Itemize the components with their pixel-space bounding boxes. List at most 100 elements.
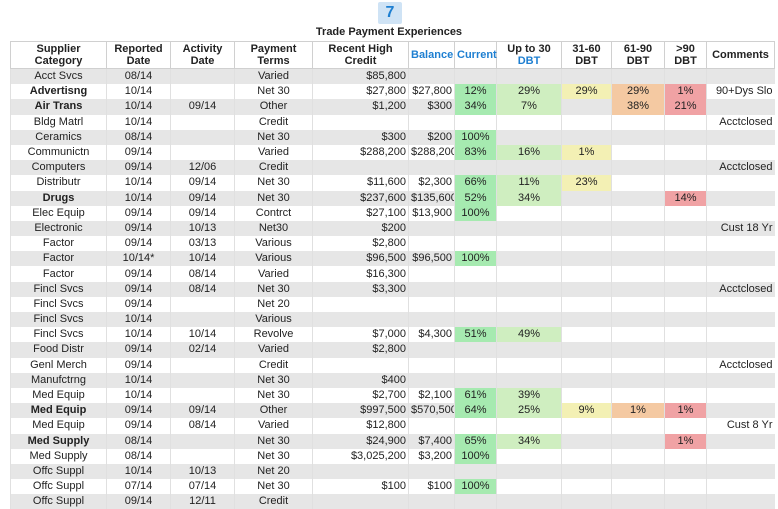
cell-comments xyxy=(707,145,775,160)
cell-current xyxy=(455,494,497,509)
header-payment-terms[interactable]: Payment Terms xyxy=(235,42,313,69)
cell-balance xyxy=(409,342,455,357)
header-recent-high-credit[interactable]: Recent High Credit xyxy=(313,42,409,69)
header-31-60-dbt[interactable]: 31-60 DBT xyxy=(562,42,612,69)
cell-31-60-dbt xyxy=(562,373,612,388)
cell-recent-high-credit xyxy=(313,494,409,509)
cell-up-to-30-dbt xyxy=(497,342,562,357)
cell-comments xyxy=(707,297,775,312)
cell-payment-terms: Net 30 xyxy=(235,449,313,464)
cell-payment-terms: Net 30 xyxy=(235,282,313,297)
cell-recent-high-credit: $2,700 xyxy=(313,388,409,403)
header-activity-date[interactable]: Activity Date xyxy=(171,42,235,69)
cell-over-90-dbt xyxy=(665,479,707,494)
header-balance[interactable]: Balance xyxy=(409,42,455,69)
cell-61-90-dbt: 38% xyxy=(612,99,665,114)
cell-31-60-dbt: 23% xyxy=(562,175,612,190)
cell-31-60-dbt xyxy=(562,479,612,494)
cell-payment-terms: Various xyxy=(235,312,313,327)
cell-61-90-dbt: 1% xyxy=(612,403,665,418)
cell-up-to-30-dbt xyxy=(497,464,562,479)
cell-31-60-dbt xyxy=(562,69,612,85)
cell-comments: Acctclosed xyxy=(707,160,775,175)
cell-61-90-dbt xyxy=(612,388,665,403)
cell-supplier-category: Electronic xyxy=(11,221,107,236)
cell-comments: Acctclosed xyxy=(707,282,775,297)
cell-reported-date: 07/14 xyxy=(107,479,171,494)
cell-balance: $7,400 xyxy=(409,434,455,449)
cell-payment-terms: Net 30 xyxy=(235,434,313,449)
header-current[interactable]: Current xyxy=(455,42,497,69)
cell-supplier-category: Offc Suppl xyxy=(11,464,107,479)
cell-61-90-dbt xyxy=(612,327,665,342)
cell-31-60-dbt xyxy=(562,494,612,509)
cell-activity-date: 09/14 xyxy=(171,191,235,206)
cell-supplier-category: Offc Suppl xyxy=(11,479,107,494)
cell-up-to-30-dbt xyxy=(497,206,562,221)
cell-61-90-dbt xyxy=(612,494,665,509)
cell-balance: $200 xyxy=(409,130,455,145)
cell-balance xyxy=(409,236,455,251)
cell-over-90-dbt xyxy=(665,312,707,327)
cell-31-60-dbt xyxy=(562,221,612,236)
cell-31-60-dbt xyxy=(562,191,612,206)
cell-31-60-dbt: 1% xyxy=(562,145,612,160)
cell-reported-date: 10/14 xyxy=(107,99,171,114)
cell-over-90-dbt xyxy=(665,145,707,160)
cell-recent-high-credit: $3,025,200 xyxy=(313,449,409,464)
cell-activity-date xyxy=(171,388,235,403)
cell-activity-date: 09/14 xyxy=(171,206,235,221)
cell-payment-terms: Net 30 xyxy=(235,175,313,190)
cell-up-to-30-dbt: 49% xyxy=(497,327,562,342)
header-over-90-dbt[interactable]: >90 DBT xyxy=(665,42,707,69)
cell-current xyxy=(455,282,497,297)
trade-payment-table: Supplier Category Reported Date Activity… xyxy=(10,41,775,509)
cell-current: 34% xyxy=(455,99,497,114)
header-61-90-dbt[interactable]: 61-90 DBT xyxy=(612,42,665,69)
cell-balance: $570,500 xyxy=(409,403,455,418)
cell-61-90-dbt xyxy=(612,282,665,297)
header-reported-date[interactable]: Reported Date xyxy=(107,42,171,69)
cell-current: 100% xyxy=(455,130,497,145)
cell-over-90-dbt xyxy=(665,175,707,190)
cell-payment-terms: Other xyxy=(235,403,313,418)
cell-balance: $13,900 xyxy=(409,206,455,221)
cell-recent-high-credit: $27,800 xyxy=(313,84,409,99)
cell-61-90-dbt xyxy=(612,191,665,206)
header-supplier-category[interactable]: Supplier Category xyxy=(11,42,107,69)
header-comments[interactable]: Comments xyxy=(707,42,775,69)
cell-balance xyxy=(409,358,455,373)
cell-payment-terms: Credit xyxy=(235,160,313,175)
cell-up-to-30-dbt xyxy=(497,494,562,509)
